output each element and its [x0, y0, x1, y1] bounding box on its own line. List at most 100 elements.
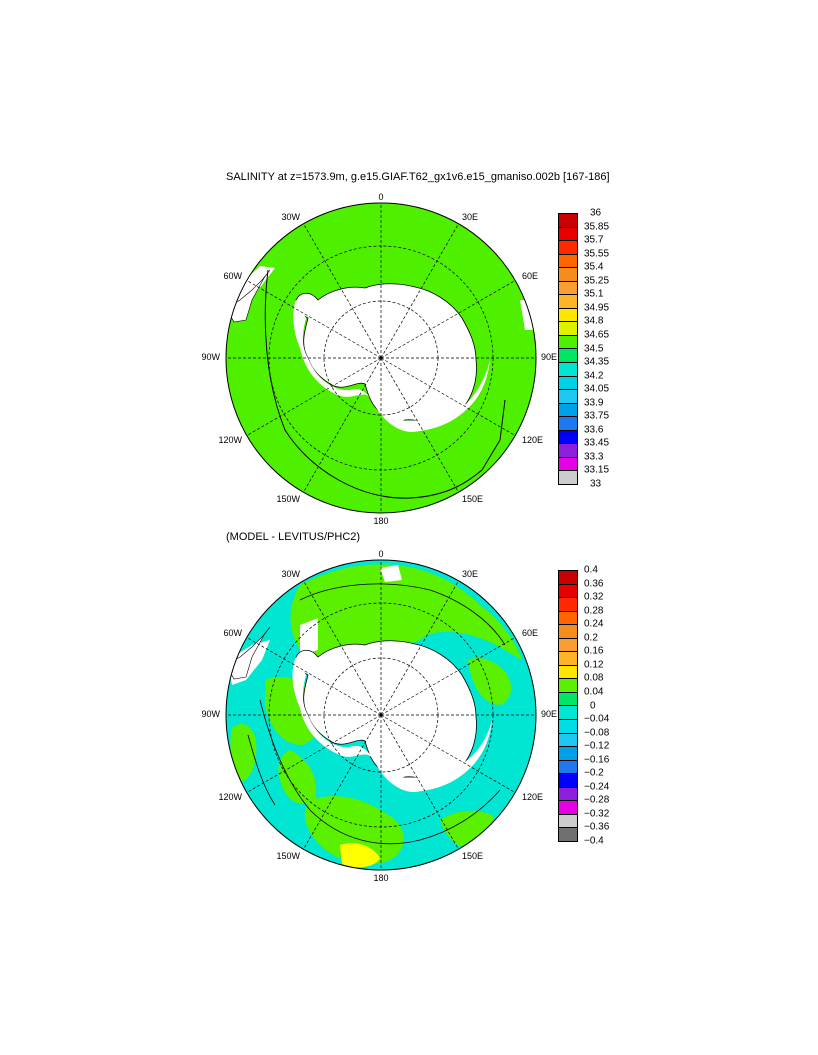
colorbar-tick-label: 34.2 — [584, 370, 604, 382]
colorbar-swatch — [558, 625, 578, 639]
colorbar-swatch — [558, 444, 578, 458]
colorbar-swatch — [558, 349, 578, 364]
colorbar-tick-label: 0.04 — [584, 686, 604, 698]
colorbar-swatch — [558, 281, 578, 296]
colorbar-tick-label: 35.1 — [584, 288, 604, 300]
colorbar-swatch — [558, 584, 578, 599]
lon-label: 0 — [378, 549, 384, 559]
colorbar-tick-label: 36 — [590, 207, 602, 219]
colorbar-tick-label: 34.35 — [584, 356, 610, 368]
colorbar-tick-label: 33.45 — [584, 437, 610, 449]
colorbar-tick-label: 0.2 — [584, 632, 598, 644]
colorbar-tick-label: 33 — [590, 478, 602, 490]
colorbar-tick-label: 0.16 — [584, 645, 604, 657]
colorbar-tick-label: 35.55 — [584, 248, 610, 260]
colorbar-swatch — [558, 241, 578, 255]
colorbar-tick-label: −0.28 — [584, 794, 610, 806]
salinity-map-border — [225, 202, 537, 514]
map-title: SALINITY at z=1573.9m, g.e15.GIAF.T62_gx… — [226, 171, 610, 183]
colorbar-tick-label: 33.3 — [584, 451, 604, 463]
colorbar-swatch — [558, 598, 578, 612]
colorbar-swatch — [558, 828, 578, 842]
colorbar-tick-label: 34.05 — [584, 383, 610, 395]
lon-label: 90W — [201, 352, 220, 362]
difference-map-border — [225, 559, 537, 871]
lon-label: 150W — [276, 494, 300, 504]
colorbar-swatch — [558, 679, 578, 693]
colorbar-tick-label: −0.2 — [584, 767, 604, 779]
colorbar-swatch — [558, 801, 578, 815]
colorbar-swatch — [558, 376, 578, 391]
colorbar-swatch — [558, 363, 578, 377]
colorbar-swatch — [558, 295, 578, 309]
lon-label: 90E — [541, 709, 558, 719]
colorbar-tick-label: 35.4 — [584, 261, 604, 273]
colorbar-swatch — [558, 268, 578, 282]
lon-label: 0 — [378, 192, 384, 202]
colorbar-tick-label: −0.16 — [584, 754, 610, 766]
colorbar-swatch — [558, 227, 578, 242]
colorbar-tick-label: 33.6 — [584, 424, 604, 436]
colorbar-swatch — [558, 335, 578, 350]
lon-label: 120E — [522, 435, 544, 445]
lon-label: 150E — [462, 494, 484, 504]
colorbar-swatch — [558, 720, 578, 734]
colorbar-swatch — [558, 747, 578, 761]
colorbar-swatch — [558, 665, 578, 680]
lon-label: 120W — [218, 435, 242, 445]
lon-label: 120E — [522, 792, 544, 802]
colorbar-tick-label: 0.36 — [584, 578, 604, 590]
colorbar-swatch — [558, 457, 578, 472]
lon-label: 60E — [522, 271, 539, 281]
colorbar-swatch — [558, 692, 578, 707]
colorbar-swatch — [558, 760, 578, 775]
lon-label: 150W — [276, 851, 300, 861]
colorbar-swatch — [558, 254, 578, 269]
colorbar-tick-label: 0.28 — [584, 605, 604, 617]
lon-label: 120W — [218, 792, 242, 802]
colorbar-swatch — [558, 417, 578, 431]
colorbar-tick-label: 0.32 — [584, 591, 604, 603]
colorbar-tick-label: 0.08 — [584, 672, 604, 684]
lon-label: 180 — [373, 516, 389, 526]
colorbar-tick-label: −0.04 — [584, 713, 610, 725]
difference-colorbar — [558, 570, 578, 842]
colorbar-tick-label: 33.75 — [584, 410, 610, 422]
colorbar-swatch — [558, 652, 578, 666]
colorbar-swatch — [558, 611, 578, 626]
colorbar-tick-label: 0.12 — [584, 659, 604, 671]
lon-label: 60W — [223, 628, 242, 638]
colorbar-swatch — [558, 733, 578, 748]
colorbar-tick-label: 33.9 — [584, 397, 604, 409]
colorbar-tick-label: −0.32 — [584, 808, 610, 820]
colorbar-tick-label: 0.4 — [584, 564, 598, 576]
colorbar-tick-label: −0.4 — [584, 835, 604, 847]
colorbar-swatch — [558, 308, 578, 323]
colorbar-swatch — [558, 390, 578, 404]
colorbar-tick-label: 35.7 — [584, 234, 604, 246]
colorbar-tick-label: 34.5 — [584, 343, 604, 354]
colorbar-tick-label: −0.12 — [584, 740, 610, 752]
lon-label: 60W — [223, 271, 242, 281]
colorbar-tick-label: 0.24 — [584, 618, 604, 630]
colorbar-swatch — [558, 774, 578, 788]
lon-label: 150E — [462, 851, 484, 861]
lon-label: 30W — [281, 212, 300, 222]
colorbar-swatch — [558, 322, 578, 336]
lon-label: 30E — [462, 569, 479, 579]
colorbar-tick-label: 35.85 — [584, 221, 610, 233]
colorbar-tick-label: 34.65 — [584, 329, 610, 341]
colorbar-tick-label: 34.95 — [584, 302, 610, 314]
lon-label: 30E — [462, 212, 479, 222]
colorbar-tick-label: −0.08 — [584, 727, 610, 739]
colorbar-swatch — [558, 471, 578, 485]
colorbar-swatch — [558, 213, 578, 228]
colorbar-tick-label: −0.24 — [584, 781, 610, 793]
colorbar-tick-label: −0.36 — [584, 821, 610, 833]
colorbar-tick-label: 33.15 — [584, 464, 610, 476]
colorbar-swatch — [558, 638, 578, 653]
colorbar-tick-label: 35.25 — [584, 275, 610, 287]
colorbar-swatch — [558, 570, 578, 585]
difference-map-title: (MODEL - LEVITUS/PHC2) — [226, 531, 361, 543]
